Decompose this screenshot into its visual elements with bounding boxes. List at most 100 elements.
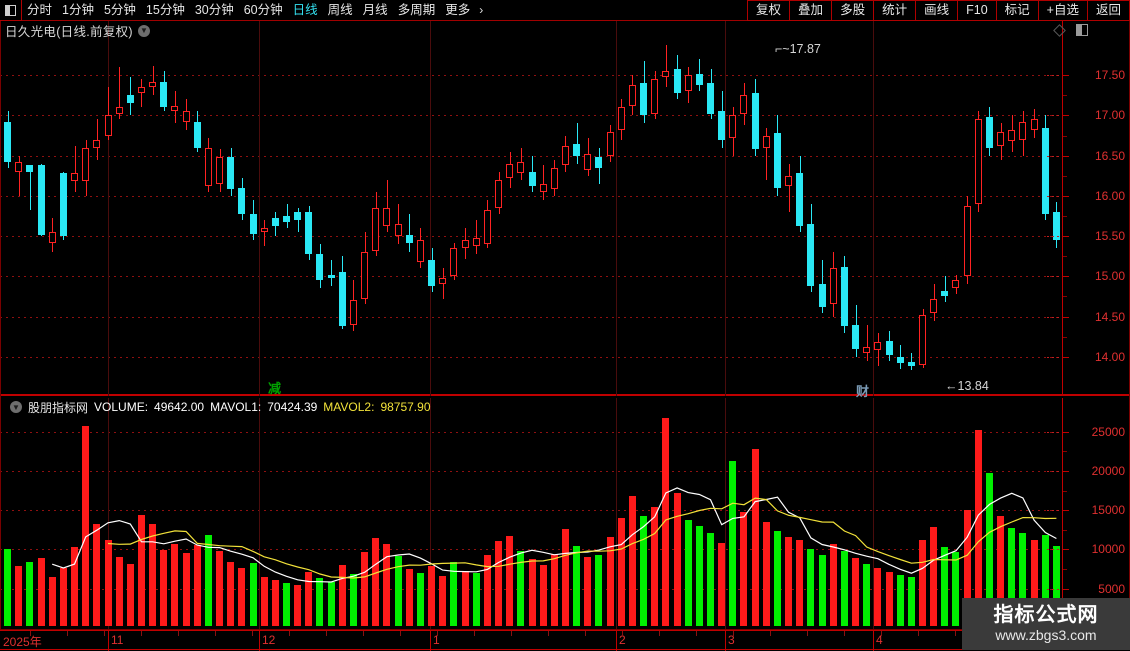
price-plot-area[interactable]	[0, 21, 1062, 396]
volume-bar	[540, 564, 547, 626]
volume-panel-header: ▼ 股朋指标网 VOLUME: 49642.00 MAVOL1: 70424.3…	[0, 398, 431, 416]
toolbar-button-F10[interactable]: F10	[957, 0, 996, 21]
volume-bar	[305, 571, 312, 626]
price-tick-dots	[1047, 356, 1059, 358]
date-minor-tick	[622, 631, 623, 636]
volume-bar	[105, 539, 112, 626]
period-1[interactable]: 分时	[27, 3, 53, 17]
diamond-icon[interactable]	[1053, 23, 1066, 37]
volume-bar	[506, 535, 513, 626]
volume-bar	[417, 572, 424, 626]
price-vertical-gridline	[873, 21, 874, 396]
price-tick-label: 14.00	[1094, 349, 1125, 364]
volume-bar	[406, 569, 413, 626]
toolbar-button-标记[interactable]: 标记	[995, 0, 1038, 21]
high-price-annotation: ⌐~17.87	[775, 42, 821, 56]
toolbar-button-画线[interactable]: 画线	[915, 0, 958, 21]
volume-plot-area[interactable]	[0, 398, 1062, 630]
date-axis: 2025年 11 12 1 2 3 4	[0, 630, 1130, 651]
date-separator	[616, 631, 617, 651]
toolbar-button-叠加[interactable]: 叠加	[789, 0, 832, 21]
volume-tick	[1063, 510, 1069, 512]
period-6[interactable]: 60分钟	[243, 3, 283, 17]
volume-bar	[517, 550, 524, 626]
volume-bar	[138, 514, 145, 626]
volume-gridline	[0, 431, 1062, 433]
price-gridline	[0, 356, 1062, 358]
volume-minor-tick	[1063, 490, 1067, 492]
price-minor-tick	[1063, 175, 1067, 177]
volume-tick-label: 15000	[1091, 503, 1125, 518]
more-chevron-right-icon[interactable]: ›	[479, 3, 484, 17]
price-tick-label: 14.50	[1094, 309, 1125, 324]
date-minor-tick	[178, 631, 179, 636]
volume-bar	[428, 566, 435, 626]
volume-bar	[952, 552, 959, 626]
toolbar-button-+自选[interactable]: +自选	[1037, 0, 1087, 21]
price-minor-tick	[1063, 95, 1067, 97]
price-gridline	[0, 276, 1062, 278]
date-minor-tick	[807, 631, 808, 636]
date-separator	[725, 631, 726, 651]
volume-bar	[49, 576, 56, 626]
chevron-down-icon[interactable]: ▼	[10, 401, 22, 413]
toolbar-button-多股[interactable]: 多股	[831, 0, 874, 21]
volume-bar	[60, 567, 67, 626]
volume-bar	[473, 573, 480, 626]
volume-bar	[372, 538, 379, 626]
volume-bar	[674, 492, 681, 626]
price-tick-dots	[1047, 155, 1059, 157]
date-label: 11	[111, 633, 124, 647]
volume-bar	[930, 527, 937, 626]
toolbar-button-统计[interactable]: 统计	[873, 0, 916, 21]
split-panel-icon-button[interactable]	[0, 0, 22, 21]
volume-bar	[897, 574, 904, 626]
date-label: 2025年	[3, 635, 42, 649]
period-11[interactable]: 更多	[445, 3, 471, 17]
date-minor-tick	[363, 631, 364, 636]
chevron-down-icon[interactable]: ▼	[137, 24, 150, 37]
toolbar-right-buttons: 复权 叠加 多股 统计 画线 F10 标记 +自选 返回	[747, 0, 1130, 21]
date-separator	[108, 631, 109, 651]
volume-bar	[26, 561, 33, 626]
volume-minor-tick	[1063, 529, 1067, 531]
price-tick	[1063, 236, 1069, 238]
price-gridline	[0, 236, 1062, 238]
volume-bar	[886, 571, 893, 626]
period-4[interactable]: 15分钟	[145, 3, 185, 17]
volume-bar	[328, 582, 335, 626]
watermark-title: 指标公式网	[993, 604, 1099, 626]
volume-bar	[38, 557, 45, 626]
date-minor-tick	[215, 631, 216, 636]
period-9[interactable]: 月线	[362, 3, 388, 17]
date-minor-tick	[252, 631, 253, 636]
volume-bar	[439, 575, 446, 626]
price-tick-label: 17.50	[1094, 68, 1125, 83]
price-vertical-gridline	[259, 21, 260, 396]
price-tick-dots	[1047, 276, 1059, 278]
period-10[interactable]: 多周期	[397, 3, 436, 17]
price-tick-dots	[1047, 115, 1059, 117]
volume-tick-label: 25000	[1091, 424, 1125, 439]
price-tick	[1063, 356, 1069, 358]
period-7[interactable]: 日线	[292, 3, 318, 17]
period-8[interactable]: 周线	[327, 3, 353, 17]
volume-tick-dots	[1047, 431, 1059, 433]
volume-bar	[841, 550, 848, 626]
volume-bar	[819, 555, 826, 626]
period-3[interactable]: 5分钟	[103, 3, 136, 17]
toolbar-button-返回[interactable]: 返回	[1086, 0, 1130, 21]
volume-value: 49642.00	[154, 400, 205, 414]
volume-bar	[874, 567, 881, 626]
volume-bar	[71, 546, 78, 626]
date-label: 4	[876, 633, 883, 647]
split-panel-icon[interactable]	[1076, 24, 1088, 36]
volume-label: VOLUME:	[94, 400, 149, 414]
period-5[interactable]: 30分钟	[194, 3, 234, 17]
toolbar-button-复权[interactable]: 复权	[747, 0, 790, 21]
date-minor-tick	[918, 631, 919, 636]
volume-tick	[1063, 470, 1069, 472]
period-2[interactable]: 1分钟	[62, 3, 94, 17]
date-minor-tick	[548, 631, 549, 636]
